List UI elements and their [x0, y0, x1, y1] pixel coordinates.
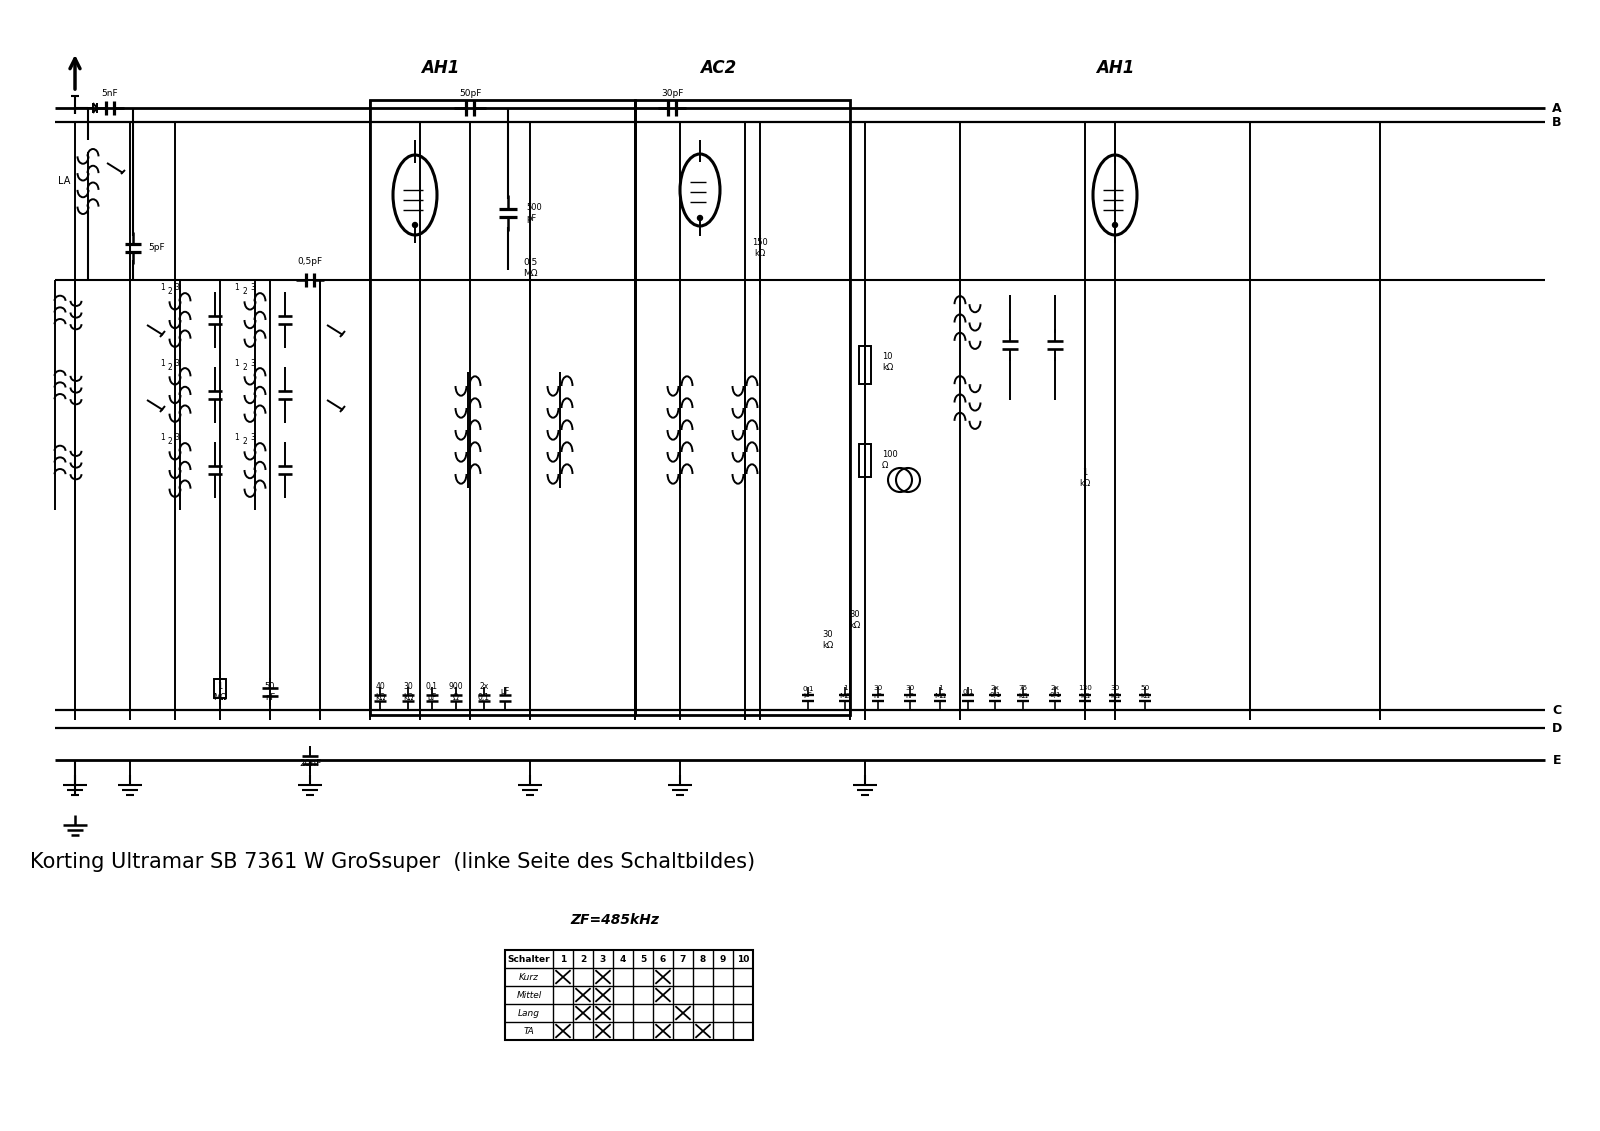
Text: A: A	[1552, 102, 1562, 114]
Text: 500
pF: 500 pF	[526, 204, 542, 223]
Text: 5pF: 5pF	[147, 243, 165, 252]
Text: 0,5
MΩ: 0,5 MΩ	[523, 258, 538, 278]
Text: 40
kΩ: 40 kΩ	[374, 682, 386, 701]
Text: μF: μF	[501, 688, 510, 697]
Text: 0,1: 0,1	[962, 689, 974, 696]
Text: 2: 2	[243, 438, 248, 447]
Text: C: C	[1552, 703, 1562, 717]
Text: 1: 1	[235, 433, 240, 442]
Text: 3: 3	[600, 955, 606, 964]
Text: 900
Ω: 900 Ω	[448, 682, 464, 701]
Text: AH1: AH1	[421, 59, 459, 77]
Bar	[859, 346, 870, 385]
Text: 3: 3	[174, 284, 179, 293]
Text: 30pF: 30pF	[661, 89, 683, 98]
Text: 2: 2	[168, 438, 173, 447]
Text: 3: 3	[174, 359, 179, 368]
Text: 2: 2	[579, 955, 586, 964]
Text: TA: TA	[523, 1027, 534, 1036]
Text: 5nF: 5nF	[102, 89, 118, 98]
Text: 1
MΩ: 1 MΩ	[838, 685, 851, 699]
Text: 30
kΩ: 30 kΩ	[1110, 685, 1120, 699]
Text: 3: 3	[251, 433, 256, 442]
Text: 50
nF: 50 nF	[264, 682, 275, 701]
Bar	[635, 100, 850, 715]
Text: 2x
0,1: 2x 0,1	[1050, 685, 1061, 699]
Text: 0,5pF: 0,5pF	[298, 258, 323, 267]
Text: 100
Ω: 100 Ω	[882, 450, 898, 469]
Text: 10: 10	[738, 955, 749, 964]
Text: 30
kΩ: 30 kΩ	[403, 682, 413, 701]
Text: 1: 1	[160, 359, 165, 368]
Text: 4: 4	[619, 955, 626, 964]
Text: 10
kΩ: 10 kΩ	[882, 352, 893, 372]
Text: 2x
0,1: 2x 0,1	[478, 682, 490, 701]
Text: 2: 2	[243, 287, 248, 296]
Text: 20nF: 20nF	[299, 759, 322, 768]
Text: Korting Ultramar SB 7361 W GroSsuper  (linke Seite des Schaltbildes): Korting Ultramar SB 7361 W GroSsuper (li…	[30, 852, 755, 872]
Text: 1
kΩ: 1 kΩ	[1080, 468, 1091, 487]
Text: 50
kΩ: 50 kΩ	[1141, 685, 1150, 699]
Text: Schalter: Schalter	[507, 955, 550, 964]
Text: 9: 9	[720, 955, 726, 964]
Text: 3: 3	[251, 359, 256, 368]
Text: ZF=485kHz: ZF=485kHz	[571, 913, 659, 927]
Text: D: D	[1552, 722, 1562, 734]
Text: 150
kΩ: 150 kΩ	[752, 239, 768, 258]
Text: 2: 2	[168, 287, 173, 296]
Text: 8: 8	[699, 955, 706, 964]
Text: 0,1
μF: 0,1 μF	[426, 682, 438, 701]
Text: 6: 6	[659, 955, 666, 964]
Text: 30
nF: 30 nF	[906, 685, 915, 699]
Circle shape	[413, 223, 418, 227]
Text: 130
kΩ: 130 kΩ	[1078, 685, 1091, 699]
Circle shape	[698, 216, 702, 221]
Bar	[506, 950, 754, 1041]
Text: 5: 5	[640, 955, 646, 964]
Circle shape	[1112, 223, 1117, 227]
Text: 3: 3	[174, 433, 179, 442]
Text: E: E	[1552, 753, 1562, 767]
Bar	[214, 680, 226, 698]
Text: 30
nF: 30 nF	[874, 685, 883, 699]
Text: 2x
0,1: 2x 0,1	[989, 685, 1000, 699]
Text: 30
kΩ: 30 kΩ	[850, 611, 861, 630]
Text: 3: 3	[251, 284, 256, 293]
Bar	[370, 100, 635, 715]
Text: AH1: AH1	[1096, 59, 1134, 77]
Text: 1: 1	[235, 284, 240, 293]
Text: 1: 1	[160, 433, 165, 442]
Text: 75
kΩ: 75 kΩ	[1018, 685, 1027, 699]
Text: 50pF: 50pF	[459, 89, 482, 98]
Text: 30
kΩ: 30 kΩ	[822, 630, 834, 649]
Text: 1: 1	[560, 955, 566, 964]
Text: Mittel: Mittel	[517, 991, 542, 1000]
Text: AC2: AC2	[699, 59, 736, 77]
Text: 7: 7	[680, 955, 686, 964]
Text: 2: 2	[243, 363, 248, 371]
Text: 1: 1	[160, 284, 165, 293]
Text: Kurz: Kurz	[518, 973, 539, 982]
Text: B: B	[1552, 115, 1562, 129]
Text: 1
MΩ: 1 MΩ	[934, 685, 946, 699]
Text: 1: 1	[235, 359, 240, 368]
Text: 2: 2	[168, 363, 173, 371]
Text: 0,1
μF: 0,1 μF	[802, 685, 814, 699]
Bar	[859, 443, 870, 476]
Text: Lang: Lang	[518, 1009, 541, 1018]
Text: 1
MΩ: 1 MΩ	[213, 682, 227, 701]
Text: LA: LA	[58, 176, 70, 187]
